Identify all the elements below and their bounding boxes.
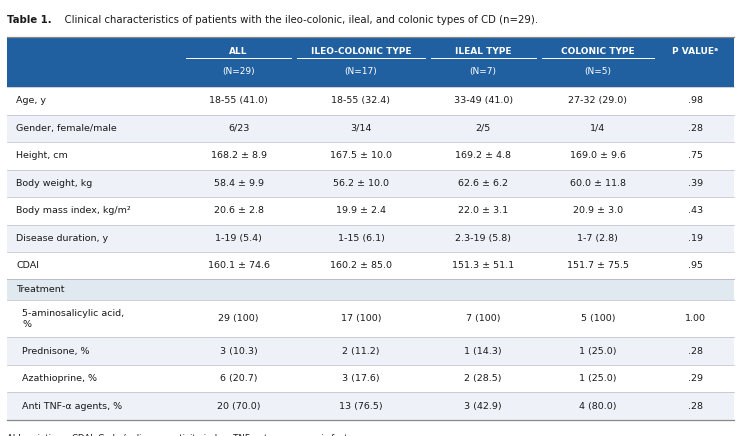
- Text: .28: .28: [688, 347, 703, 356]
- Text: ILEO-COLONIC TYPE: ILEO-COLONIC TYPE: [310, 47, 411, 55]
- Text: 6/23: 6/23: [228, 124, 249, 133]
- Bar: [7, 300, 734, 337]
- Text: 169.2 ± 4.8: 169.2 ± 4.8: [455, 151, 511, 160]
- Text: 2/5: 2/5: [476, 124, 491, 133]
- Text: 20 (70.0): 20 (70.0): [217, 402, 260, 411]
- Text: ALL: ALL: [230, 47, 248, 55]
- Text: 1.00: 1.00: [685, 314, 706, 324]
- Text: Body weight, kg: Body weight, kg: [16, 179, 93, 188]
- Text: 20.9 ± 3.0: 20.9 ± 3.0: [573, 206, 623, 215]
- Text: 62.6 ± 6.2: 62.6 ± 6.2: [458, 179, 508, 188]
- Text: 167.5 ± 10.0: 167.5 ± 10.0: [330, 151, 392, 160]
- Text: 18-55 (41.0): 18-55 (41.0): [209, 96, 268, 106]
- Bar: [7, 115, 734, 142]
- Text: 18-55 (32.4): 18-55 (32.4): [331, 96, 391, 106]
- Text: ILEAL TYPE: ILEAL TYPE: [455, 47, 511, 55]
- Text: (N=5): (N=5): [585, 68, 611, 76]
- Text: Prednisone, %: Prednisone, %: [22, 347, 90, 356]
- Text: 168.2 ± 8.9: 168.2 ± 8.9: [210, 151, 267, 160]
- Text: .19: .19: [688, 234, 703, 243]
- Text: 17 (100): 17 (100): [341, 314, 381, 324]
- Text: 58.4 ± 9.9: 58.4 ± 9.9: [213, 179, 264, 188]
- Text: .43: .43: [688, 206, 703, 215]
- Text: 1 (25.0): 1 (25.0): [579, 347, 617, 356]
- Text: .28: .28: [688, 402, 703, 411]
- Text: 6 (20.7): 6 (20.7): [220, 374, 257, 383]
- Text: 151.3 ± 51.1: 151.3 ± 51.1: [452, 261, 514, 270]
- Text: Anti TNF-α agents, %: Anti TNF-α agents, %: [22, 402, 122, 411]
- Text: Age, y: Age, y: [16, 96, 46, 106]
- Text: 5-aminosalicylic acid,
%: 5-aminosalicylic acid, %: [22, 309, 124, 329]
- Text: 169.0 ± 9.6: 169.0 ± 9.6: [570, 151, 626, 160]
- Text: 5 (100): 5 (100): [581, 314, 615, 324]
- Text: 160.1 ± 74.6: 160.1 ± 74.6: [207, 261, 270, 270]
- Bar: [7, 142, 734, 170]
- Text: 151.7 ± 75.5: 151.7 ± 75.5: [567, 261, 629, 270]
- Text: 27-32 (29.0): 27-32 (29.0): [568, 96, 628, 106]
- Text: .95: .95: [688, 261, 703, 270]
- Text: Azathioprine, %: Azathioprine, %: [22, 374, 97, 383]
- Text: 29 (100): 29 (100): [219, 314, 259, 324]
- Text: Treatment: Treatment: [16, 286, 64, 294]
- Bar: [7, 170, 734, 197]
- Text: Gender, female/male: Gender, female/male: [16, 124, 117, 133]
- Bar: [7, 252, 734, 279]
- Bar: [7, 365, 734, 392]
- Text: 4 (80.0): 4 (80.0): [579, 402, 617, 411]
- Text: 2.3-19 (5.8): 2.3-19 (5.8): [455, 234, 511, 243]
- Bar: [7, 279, 734, 300]
- Text: 160.2 ± 85.0: 160.2 ± 85.0: [330, 261, 392, 270]
- Bar: [7, 197, 734, 225]
- Text: P VALUEᵃ: P VALUEᵃ: [672, 47, 719, 55]
- Text: Disease duration, y: Disease duration, y: [16, 234, 108, 243]
- Text: 60.0 ± 11.8: 60.0 ± 11.8: [570, 179, 626, 188]
- Text: (N=17): (N=17): [345, 68, 377, 76]
- Bar: [7, 225, 734, 252]
- Text: 3/14: 3/14: [350, 124, 372, 133]
- Text: 3 (10.3): 3 (10.3): [220, 347, 258, 356]
- Text: .39: .39: [688, 179, 703, 188]
- Text: COLONIC TYPE: COLONIC TYPE: [561, 47, 635, 55]
- Text: 19.9 ± 2.4: 19.9 ± 2.4: [336, 206, 386, 215]
- Text: .29: .29: [688, 374, 703, 383]
- Text: 1-7 (2.8): 1-7 (2.8): [577, 234, 618, 243]
- Text: (N=7): (N=7): [470, 68, 496, 76]
- Text: (N=29): (N=29): [222, 68, 255, 76]
- Text: 1-15 (6.1): 1-15 (6.1): [337, 234, 385, 243]
- Text: 1/4: 1/4: [591, 124, 605, 133]
- Text: 2 (28.5): 2 (28.5): [465, 374, 502, 383]
- Bar: [7, 337, 734, 365]
- Text: 33-49 (41.0): 33-49 (41.0): [453, 96, 513, 106]
- Text: 1-19 (5.4): 1-19 (5.4): [215, 234, 262, 243]
- Text: Clinical characteristics of patients with the ileo-colonic, ileal, and colonic t: Clinical characteristics of patients wit…: [58, 15, 538, 25]
- Text: .98: .98: [688, 96, 703, 106]
- Text: 22.0 ± 3.1: 22.0 ± 3.1: [458, 206, 508, 215]
- Text: 7 (100): 7 (100): [466, 314, 500, 324]
- Text: Body mass index, kg/m²: Body mass index, kg/m²: [16, 206, 131, 215]
- Text: 56.2 ± 10.0: 56.2 ± 10.0: [333, 179, 389, 188]
- Text: Abbreviations: CDAI, Crohn’s disease activity index; TNF-α, tumor necrosis facto: Abbreviations: CDAI, Crohn’s disease act…: [7, 434, 368, 436]
- Text: 20.6 ± 2.8: 20.6 ± 2.8: [213, 206, 264, 215]
- Text: 2 (11.2): 2 (11.2): [342, 347, 379, 356]
- Text: Table 1.: Table 1.: [7, 15, 52, 25]
- Text: 3 (17.6): 3 (17.6): [342, 374, 379, 383]
- Text: Height, cm: Height, cm: [16, 151, 68, 160]
- Text: 3 (42.9): 3 (42.9): [465, 402, 502, 411]
- Text: 13 (76.5): 13 (76.5): [339, 402, 383, 411]
- Text: 1 (25.0): 1 (25.0): [579, 374, 617, 383]
- Bar: [7, 37, 734, 87]
- Bar: [7, 392, 734, 420]
- Bar: [7, 87, 734, 115]
- Text: .28: .28: [688, 124, 703, 133]
- Text: 1 (14.3): 1 (14.3): [465, 347, 502, 356]
- Text: CDAI: CDAI: [16, 261, 39, 270]
- Text: .75: .75: [688, 151, 703, 160]
